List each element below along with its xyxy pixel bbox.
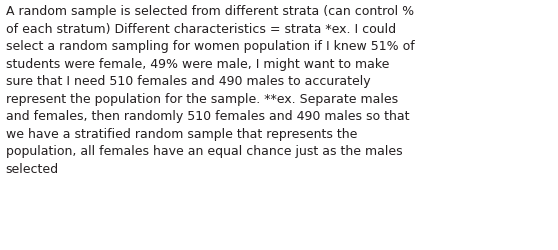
Text: A random sample is selected from different strata (can control %
of each stratum: A random sample is selected from differe… bbox=[6, 5, 415, 175]
